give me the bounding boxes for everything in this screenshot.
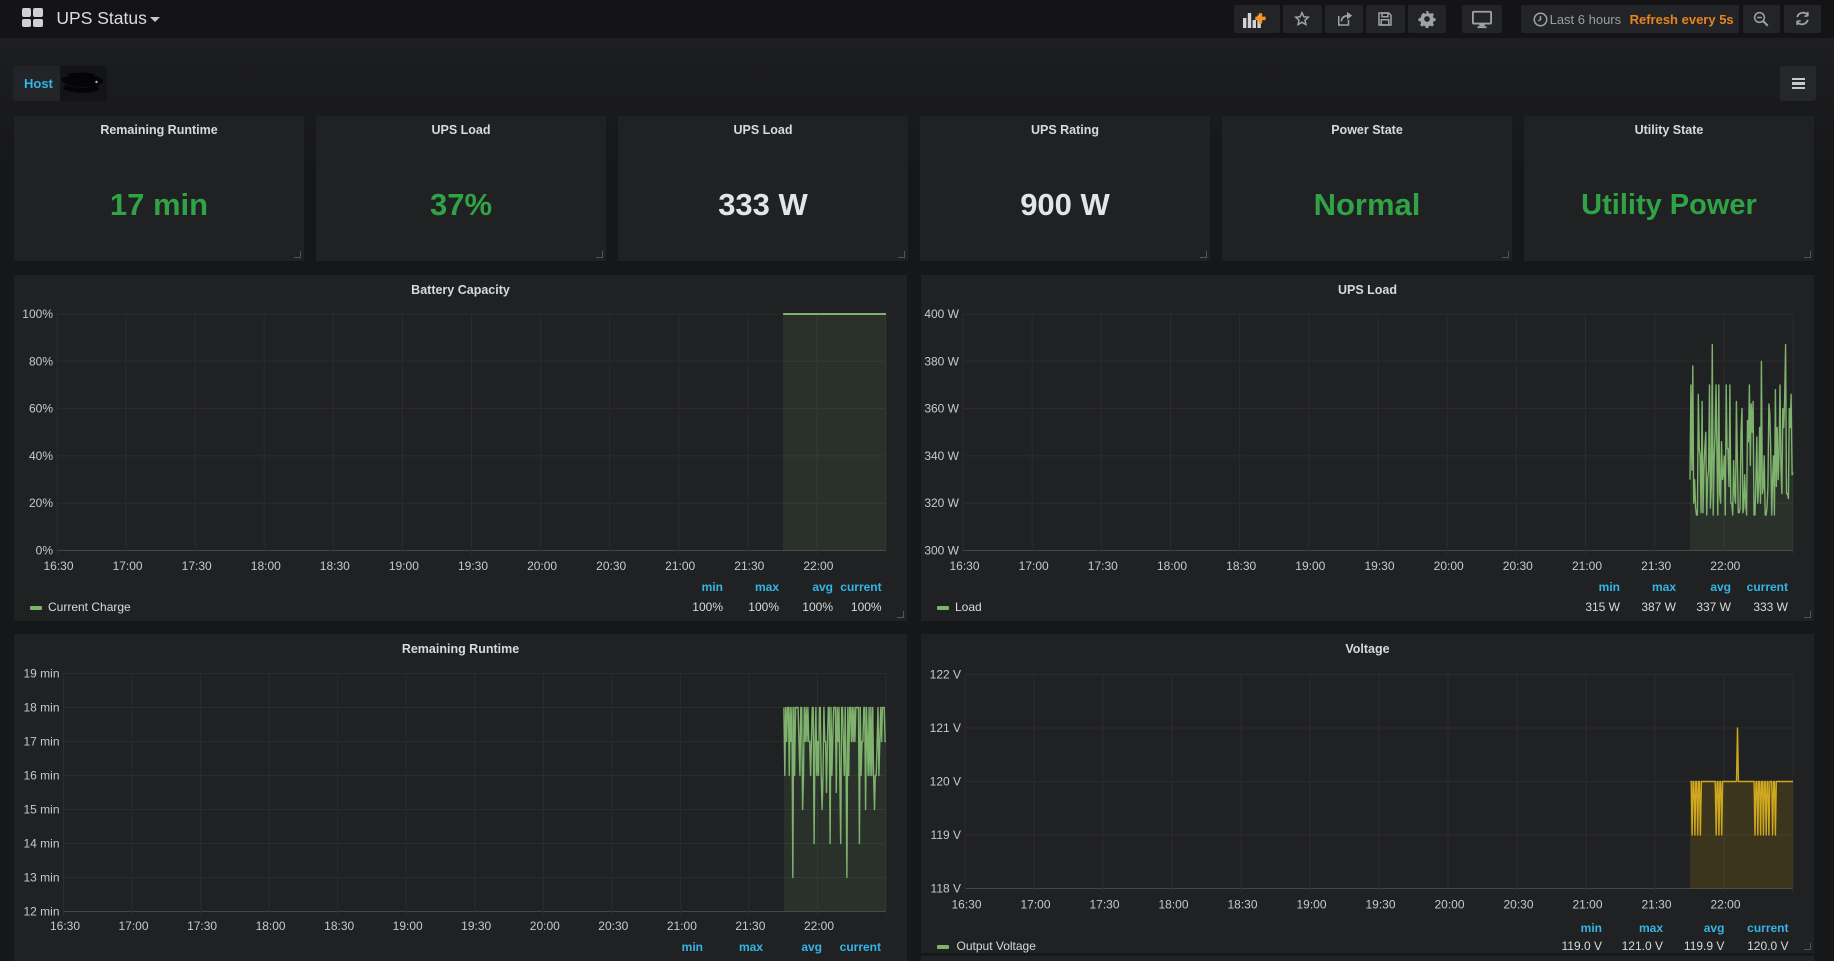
svg-text:21:00: 21:00 — [1572, 559, 1602, 573]
svg-text:16:30: 16:30 — [50, 919, 80, 933]
svg-text:15 min: 15 min — [23, 803, 59, 817]
svg-text:19:30: 19:30 — [461, 919, 491, 933]
svg-text:17:00: 17:00 — [1020, 898, 1050, 912]
svg-text:17:00: 17:00 — [113, 559, 143, 573]
svg-text:20:00: 20:00 — [1434, 559, 1464, 573]
svg-text:17:30: 17:30 — [182, 559, 212, 573]
svg-text:18:00: 18:00 — [1158, 898, 1188, 912]
svg-text:18 min: 18 min — [23, 701, 59, 715]
svg-text:16:30: 16:30 — [951, 898, 981, 912]
svg-text:22:00: 22:00 — [804, 919, 834, 933]
svg-text:18:00: 18:00 — [1157, 559, 1187, 573]
svg-text:19:30: 19:30 — [458, 559, 488, 573]
svg-text:80%: 80% — [29, 354, 53, 368]
svg-text:17 min: 17 min — [23, 735, 59, 749]
svg-text:17:30: 17:30 — [187, 919, 217, 933]
svg-text:22:00: 22:00 — [803, 559, 833, 573]
svg-text:320 W: 320 W — [924, 496, 959, 510]
svg-text:18:30: 18:30 — [320, 559, 350, 573]
svg-text:0%: 0% — [36, 544, 54, 558]
svg-text:18:30: 18:30 — [1227, 898, 1257, 912]
svg-text:16:30: 16:30 — [949, 559, 979, 573]
svg-text:19:30: 19:30 — [1364, 559, 1394, 573]
svg-text:122 V: 122 V — [930, 668, 961, 682]
svg-text:18:30: 18:30 — [1226, 559, 1256, 573]
svg-text:21:00: 21:00 — [665, 559, 695, 573]
svg-text:13 min: 13 min — [23, 871, 59, 885]
svg-text:14 min: 14 min — [23, 837, 59, 851]
svg-text:340 W: 340 W — [924, 449, 959, 463]
svg-text:20:30: 20:30 — [598, 919, 628, 933]
svg-text:17:30: 17:30 — [1089, 898, 1119, 912]
svg-text:60%: 60% — [29, 402, 53, 416]
svg-text:17:00: 17:00 — [118, 919, 148, 933]
svg-text:19 min: 19 min — [23, 667, 59, 681]
svg-text:16:30: 16:30 — [43, 559, 73, 573]
svg-text:22:00: 22:00 — [1710, 559, 1740, 573]
svg-text:20:00: 20:00 — [527, 559, 557, 573]
svg-text:21:30: 21:30 — [1641, 898, 1671, 912]
svg-text:18:30: 18:30 — [324, 919, 354, 933]
svg-text:12 min: 12 min — [23, 905, 59, 919]
svg-text:21:00: 21:00 — [1572, 898, 1602, 912]
svg-text:20:00: 20:00 — [530, 919, 560, 933]
svg-text:360 W: 360 W — [924, 402, 959, 416]
svg-text:119 V: 119 V — [931, 828, 961, 842]
svg-text:20%: 20% — [29, 496, 53, 510]
svg-text:19:00: 19:00 — [1295, 559, 1325, 573]
svg-text:118 V: 118 V — [931, 882, 961, 896]
svg-text:20:30: 20:30 — [596, 559, 626, 573]
svg-text:17:00: 17:00 — [1019, 559, 1049, 573]
svg-text:18:00: 18:00 — [256, 919, 286, 933]
svg-text:40%: 40% — [29, 449, 53, 463]
svg-text:21:30: 21:30 — [734, 559, 764, 573]
svg-text:19:00: 19:00 — [1296, 898, 1326, 912]
svg-text:21:30: 21:30 — [1641, 559, 1671, 573]
svg-text:22:00: 22:00 — [1710, 898, 1740, 912]
svg-text:20:00: 20:00 — [1434, 898, 1464, 912]
svg-text:18:00: 18:00 — [251, 559, 281, 573]
svg-text:21:00: 21:00 — [667, 919, 697, 933]
svg-text:20:30: 20:30 — [1503, 898, 1533, 912]
svg-text:100%: 100% — [22, 307, 53, 321]
svg-text:19:00: 19:00 — [389, 559, 419, 573]
svg-text:16 min: 16 min — [23, 769, 59, 783]
svg-text:17:30: 17:30 — [1088, 559, 1118, 573]
svg-text:19:00: 19:00 — [393, 919, 423, 933]
svg-text:300 W: 300 W — [924, 544, 959, 558]
svg-text:19:30: 19:30 — [1365, 898, 1395, 912]
svg-text:21:30: 21:30 — [735, 919, 765, 933]
svg-text:380 W: 380 W — [924, 354, 959, 368]
svg-text:400 W: 400 W — [924, 307, 959, 321]
svg-text:121 V: 121 V — [930, 721, 961, 735]
svg-text:20:30: 20:30 — [1503, 559, 1533, 573]
svg-text:120 V: 120 V — [930, 775, 961, 789]
